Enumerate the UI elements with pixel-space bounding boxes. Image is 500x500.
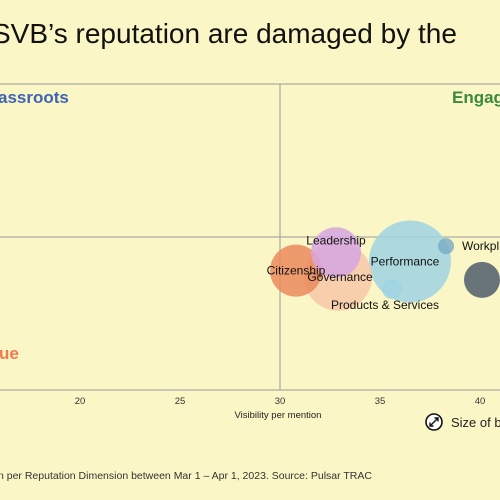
- bubble: [270, 244, 322, 297]
- bubble-label: Citizenship: [267, 264, 326, 278]
- footnote: n per Reputation Dimension between Mar 1…: [0, 470, 372, 482]
- size-legend-label: Size of b: [451, 415, 500, 430]
- quadrant-labels: assroots Engag ue: [0, 88, 500, 363]
- bubble-label: Products & Services: [331, 298, 439, 312]
- bubble-label: Workpl: [462, 239, 499, 253]
- bubble: [311, 227, 361, 278]
- quadrant-label: ue: [0, 344, 19, 363]
- bubble-label: Governance: [307, 270, 373, 284]
- bubble: [382, 279, 402, 300]
- x-ticks: 20 25 30 35 40: [75, 396, 486, 407]
- bubble-label: Performance: [371, 254, 440, 268]
- quadrant-label: Engag: [452, 88, 500, 107]
- bubble-label: Leadership: [306, 233, 366, 247]
- quadrant-label: assroots: [0, 88, 69, 107]
- bubble: [438, 238, 454, 255]
- x-tick-label: 35: [375, 396, 386, 407]
- x-axis-label: Visibility per mention: [235, 410, 322, 421]
- x-tick-label: 20: [75, 396, 86, 407]
- chart-title: SVB’s reputation are damaged by the: [0, 18, 457, 49]
- expand-icon: [425, 413, 443, 431]
- bubble: [464, 261, 500, 298]
- size-legend: Size of b: [425, 413, 500, 431]
- axes: [0, 83, 500, 391]
- x-tick-label: 30: [275, 396, 286, 407]
- x-tick-label: 40: [475, 396, 486, 407]
- x-tick-label: 25: [175, 396, 186, 407]
- bubbles: [270, 220, 500, 311]
